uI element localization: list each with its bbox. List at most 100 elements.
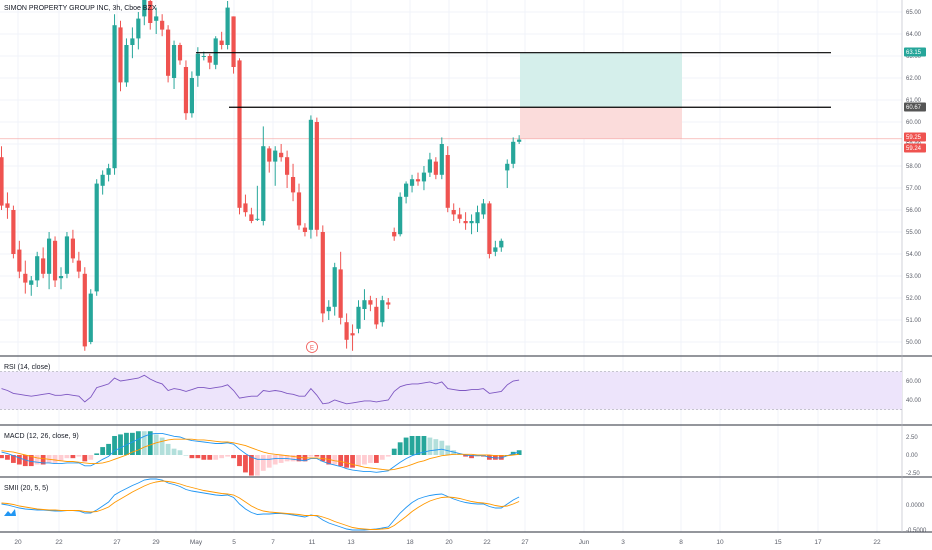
macd-histogram-bar xyxy=(159,437,165,455)
candle-body xyxy=(308,119,313,230)
candle xyxy=(505,159,510,188)
candle xyxy=(326,300,331,320)
candle xyxy=(0,146,4,210)
macd-histogram-bar xyxy=(266,455,272,468)
macd-histogram-bar xyxy=(195,455,201,459)
candle xyxy=(249,207,254,224)
macd-tick-label: 0.00 xyxy=(906,453,918,459)
candle xyxy=(517,135,522,144)
price-tick-label: 64.00 xyxy=(906,32,922,38)
rsi-pane-label[interactable]: RSI (14, close) xyxy=(4,364,50,371)
price-tag-background xyxy=(904,132,926,142)
time-axis[interactable]: 20 22 27 29 May 5 7 11 13 18 20 22 27 Jun 3 8 10 15 17 22 xyxy=(14,539,881,546)
candle xyxy=(148,0,153,30)
price-axis[interactable]: 65.0064.0063.0062.0061.0060.0059.0058.00… xyxy=(906,10,922,346)
candle xyxy=(338,251,343,325)
macd-histogram-bar xyxy=(28,455,34,467)
macd-histogram-bar xyxy=(118,434,123,455)
time-tick-label: 22 xyxy=(873,539,881,546)
macd-histogram-bar xyxy=(124,432,129,455)
candle-body xyxy=(511,141,516,164)
candle xyxy=(29,276,34,296)
time-tick-label: 11 xyxy=(309,539,316,546)
smii-pane-label[interactable]: SMII (20, 5, 5) xyxy=(4,485,48,492)
candle-body xyxy=(0,157,4,206)
candle xyxy=(11,205,16,259)
macd-histogram-bar xyxy=(237,455,242,467)
candle xyxy=(421,166,427,191)
macd-histogram-bar xyxy=(34,455,40,465)
macd-histogram-bar xyxy=(338,455,344,467)
candle xyxy=(481,199,486,219)
candle-body xyxy=(64,236,70,274)
candle xyxy=(314,117,319,237)
long-position-loss-zone[interactable] xyxy=(520,107,682,139)
candle xyxy=(356,300,361,334)
macd-histogram-bar xyxy=(219,455,225,459)
macd-histogram-bar xyxy=(130,432,135,455)
rsi-band xyxy=(0,371,902,410)
candle-body xyxy=(219,40,224,45)
macd-histogram-bar xyxy=(415,435,421,455)
candle xyxy=(64,232,70,279)
earnings-marker-circle[interactable] xyxy=(306,341,318,353)
candle xyxy=(237,58,242,215)
time-tick-label: 10 xyxy=(716,539,724,546)
macd-tick-label: 2.50 xyxy=(906,435,918,441)
chart-title[interactable]: SIMON PROPERTY GROUP INC, 3h, Cboe BZX xyxy=(4,5,157,12)
price-tick-label: 58.00 xyxy=(906,164,922,170)
macd-pane-label[interactable]: MACD (12, 26, close, 9) xyxy=(4,433,79,440)
candle-body xyxy=(463,221,468,224)
candle-body xyxy=(237,60,242,208)
macd-axis: 2.50 0.00 -2.50 xyxy=(906,435,920,477)
tradingview-logo-icon[interactable] xyxy=(4,509,16,516)
time-tick-label: 20 xyxy=(14,539,22,546)
candle-body xyxy=(29,280,34,285)
horizontal-lines[interactable] xyxy=(196,52,831,108)
candle xyxy=(23,260,28,294)
macd-histogram-bar xyxy=(52,455,58,463)
candle xyxy=(332,262,337,316)
long-position-tool[interactable] xyxy=(520,52,682,139)
candle-body xyxy=(439,144,444,175)
candle xyxy=(94,179,99,296)
earnings-marker[interactable]: E xyxy=(306,341,318,353)
candle xyxy=(106,163,111,182)
macd-histogram-bar xyxy=(100,447,106,455)
candle-body xyxy=(189,78,194,114)
macd-histogram-bar xyxy=(88,455,94,460)
macd-tick-label: -2.50 xyxy=(906,471,920,477)
candle xyxy=(499,238,504,252)
candle xyxy=(302,223,308,237)
macd-histogram-bar xyxy=(379,455,385,460)
pane-separators xyxy=(0,355,932,533)
price-tag-label: 59.25 xyxy=(906,135,922,141)
macd-histogram-bar xyxy=(433,439,439,455)
candle xyxy=(475,205,480,232)
rsi-line xyxy=(1,374,520,405)
macd-histogram-bar xyxy=(391,448,397,455)
earnings-marker-label: E xyxy=(310,345,314,351)
long-position-profit-zone[interactable] xyxy=(520,52,682,108)
macd-histogram-bar xyxy=(350,455,355,468)
candle-body xyxy=(409,179,415,186)
candle-body xyxy=(457,214,462,219)
macd-histogram-bar xyxy=(231,455,236,459)
macd-histogram-bar xyxy=(421,435,427,455)
time-tick-label: 29 xyxy=(152,539,160,546)
price-tag-background xyxy=(904,143,926,153)
macd-histogram-bar xyxy=(492,455,498,460)
candle-body xyxy=(386,302,391,305)
price-tick-label: 51.00 xyxy=(906,318,922,324)
candle-body xyxy=(106,168,111,175)
candle-body xyxy=(344,322,349,340)
candle-body xyxy=(88,293,93,342)
candle-body xyxy=(475,212,480,224)
candle xyxy=(374,298,379,329)
candle xyxy=(511,137,516,169)
candle-body xyxy=(302,227,308,232)
candle xyxy=(427,152,432,177)
candle-body xyxy=(332,267,337,307)
